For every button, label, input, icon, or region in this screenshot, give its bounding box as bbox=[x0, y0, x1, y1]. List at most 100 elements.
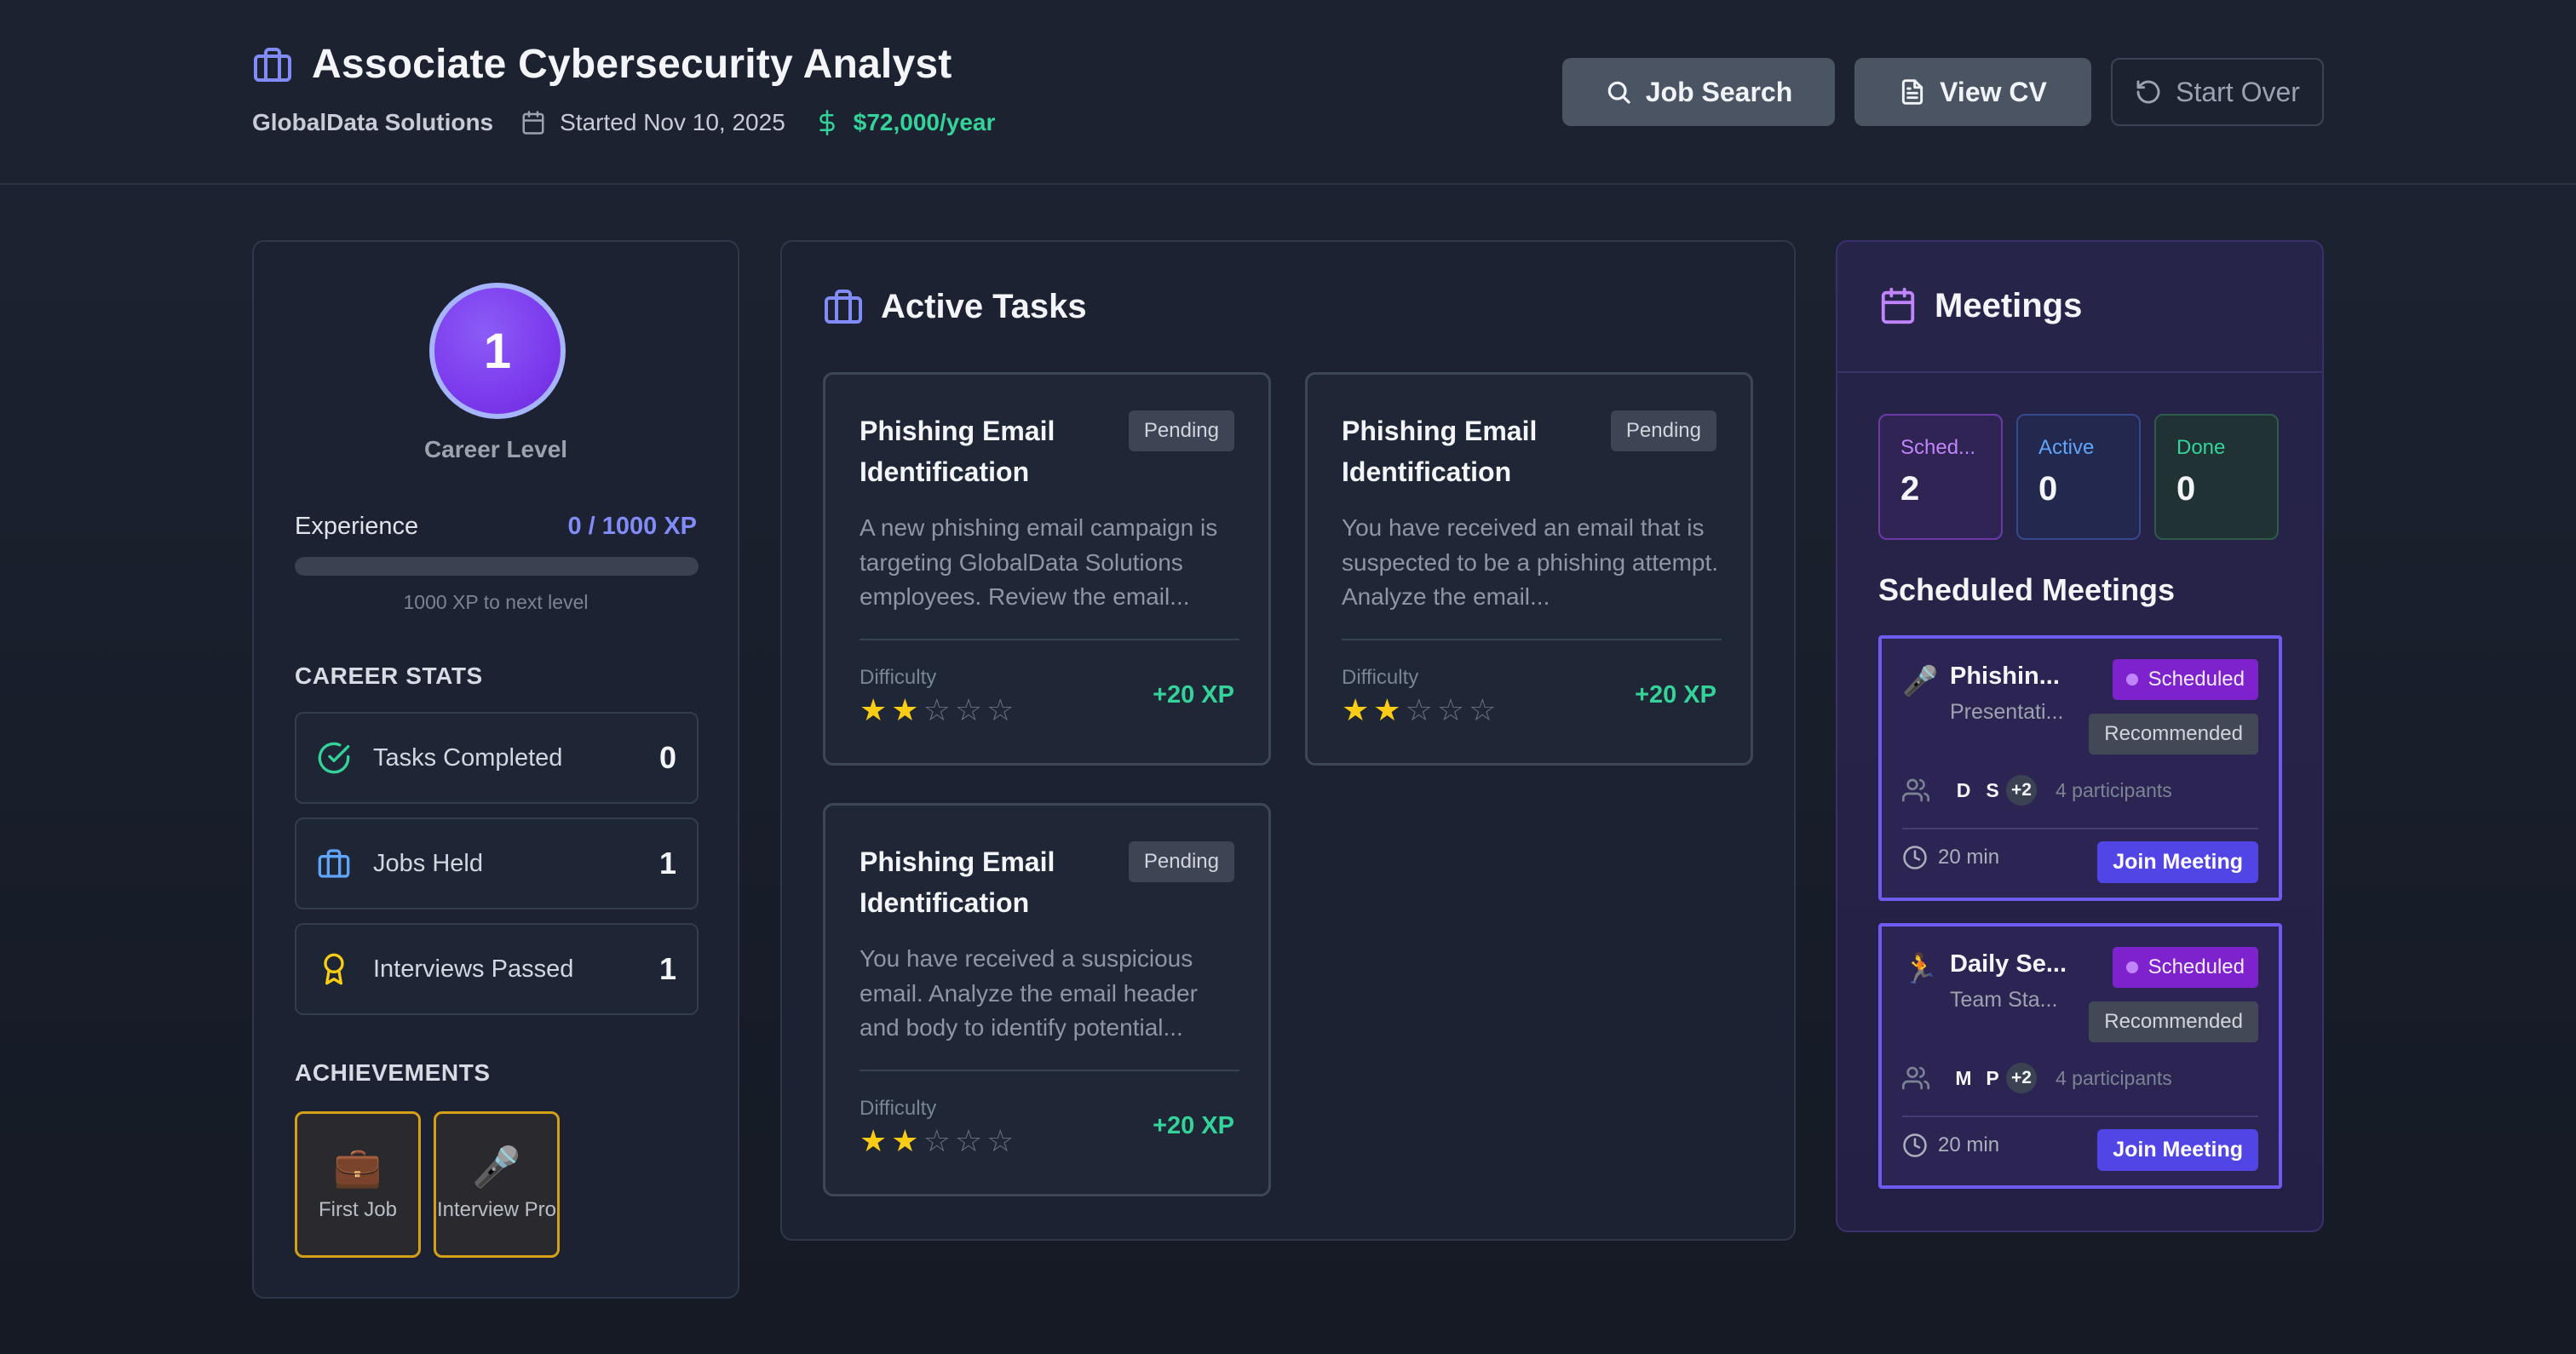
stat-label: Tasks Completed bbox=[373, 743, 563, 772]
task-description: A new phishing email campaign is targeti… bbox=[860, 514, 1218, 611]
difficulty-label: Difficulty bbox=[860, 1097, 937, 1120]
next-level-text: 1000 XP to next level bbox=[403, 591, 589, 613]
achievement-label: Interview Pro bbox=[436, 1197, 557, 1221]
avatar: S bbox=[1986, 778, 1999, 801]
divider bbox=[1902, 828, 2258, 829]
star-empty-icon: ☆ bbox=[1469, 692, 1497, 727]
stat-label: Jobs Held bbox=[373, 849, 483, 877]
briefcase-icon bbox=[825, 290, 862, 324]
view-cv-button[interactable]: View CV bbox=[1854, 58, 2091, 126]
briefcase-icon: 💼 bbox=[333, 1144, 382, 1189]
divider bbox=[1342, 639, 1722, 640]
running-icon: 🏃 bbox=[1902, 953, 1939, 985]
start-over-label: Start Over bbox=[2176, 76, 2300, 107]
search-icon bbox=[1607, 81, 1630, 104]
dollar-icon bbox=[819, 110, 835, 135]
stat-jobs-held: Jobs Held 1 bbox=[295, 818, 699, 909]
duration-label: 20 min bbox=[1938, 1133, 2000, 1156]
stat-value: 2 bbox=[1900, 470, 1920, 508]
job-search-button[interactable]: Job Search bbox=[1562, 58, 1835, 126]
meetings-panel: Meetings Sched... 2 Active 0 Done 0 Sche… bbox=[1836, 240, 2324, 1232]
stat-value: 0 bbox=[2038, 470, 2058, 508]
briefcase-icon bbox=[318, 849, 350, 878]
document-icon bbox=[1902, 79, 1923, 105]
participants-count: 4 participants bbox=[2056, 778, 2172, 801]
start-date: Started Nov 10, 2025 bbox=[560, 109, 785, 135]
job-search-label: Job Search bbox=[1645, 76, 1793, 107]
meeting-card[interactable]: 🏃 Daily Se... Team Sta... Scheduled Reco… bbox=[1878, 923, 2282, 1189]
avatar: P bbox=[1986, 1066, 1999, 1089]
star-empty-icon: ☆ bbox=[986, 1123, 1015, 1158]
experience-label: Experience bbox=[295, 513, 419, 540]
meetings-stat-scheduled: Sched... 2 bbox=[1878, 414, 2003, 540]
star-filled-icon: ★ bbox=[891, 692, 919, 727]
career-level-label: Career Level bbox=[423, 436, 568, 462]
task-title: Phishing Email Identification bbox=[860, 416, 1055, 487]
avatar-more: +2 bbox=[2006, 775, 2037, 806]
participants-row: D S +2 4 participants bbox=[1902, 775, 2172, 806]
active-tasks-heading: Active Tasks bbox=[881, 287, 1087, 325]
profile-panel: 1 Career Level Experience 0 / 1000 XP 10… bbox=[252, 240, 739, 1299]
task-card[interactable]: Phishing Email Identification Pending Yo… bbox=[1305, 372, 1753, 766]
microphone-icon: 🎤 bbox=[472, 1144, 521, 1189]
difficulty-stars: ★ ★ ☆ ☆ ☆ bbox=[860, 1126, 1018, 1156]
level-badge: 1 bbox=[429, 283, 566, 419]
task-description: You have received an email that is suspe… bbox=[1342, 514, 1719, 611]
view-cv-label: View CV bbox=[1940, 76, 2047, 107]
divider bbox=[1902, 1116, 2258, 1117]
achievements-heading: ACHIEVEMENTS bbox=[295, 1059, 491, 1086]
company-name: GlobalData Solutions bbox=[252, 109, 494, 135]
avatar: D bbox=[1956, 778, 1971, 801]
achievement-interview-pro[interactable]: 🎤 Interview Pro bbox=[434, 1111, 560, 1258]
meeting-duration: 20 min bbox=[1902, 1133, 1999, 1158]
join-meeting-button[interactable]: Join Meeting bbox=[2097, 1129, 2258, 1171]
stat-value: 0 bbox=[2176, 470, 2196, 508]
meetings-stat-active: Active 0 bbox=[2016, 414, 2141, 540]
status-label: Scheduled bbox=[2148, 668, 2245, 691]
star-filled-icon: ★ bbox=[1342, 692, 1370, 727]
recommended-badge: Recommended bbox=[2089, 714, 2258, 754]
task-card[interactable]: Phishing Email Identification Pending Yo… bbox=[823, 803, 1271, 1196]
app-header: Associate Cybersecurity Analyst GlobalDa… bbox=[0, 0, 2576, 185]
divider bbox=[860, 1070, 1239, 1071]
star-filled-icon: ★ bbox=[860, 1123, 888, 1158]
stat-value: 1 bbox=[658, 951, 676, 986]
achievement-first-job[interactable]: 💼 First Job bbox=[295, 1111, 421, 1258]
stat-label: Sched... bbox=[1900, 436, 1976, 459]
meeting-duration: 20 min bbox=[1902, 845, 1999, 870]
briefcase-icon bbox=[254, 47, 291, 82]
star-empty-icon: ☆ bbox=[923, 692, 951, 727]
meeting-subtitle: Presentati... bbox=[1950, 700, 2064, 724]
users-icon bbox=[1902, 778, 1929, 802]
star-empty-icon: ☆ bbox=[954, 1123, 983, 1158]
career-stats-heading: CAREER STATS bbox=[295, 663, 483, 689]
star-empty-icon: ☆ bbox=[923, 1123, 951, 1158]
calendar-icon bbox=[1881, 287, 1915, 324]
difficulty-label: Difficulty bbox=[1342, 666, 1419, 689]
clock-icon bbox=[1903, 1133, 1927, 1157]
task-xp: +20 XP bbox=[1635, 681, 1716, 709]
stat-label: Active bbox=[2038, 436, 2095, 459]
status-badge: Scheduled bbox=[2112, 659, 2258, 700]
join-meeting-button[interactable]: Join Meeting bbox=[2097, 841, 2258, 883]
start-over-button[interactable]: Start Over bbox=[2111, 58, 2324, 126]
achievement-label: First Job bbox=[318, 1197, 397, 1221]
page-title: Associate Cybersecurity Analyst bbox=[312, 42, 952, 87]
task-card[interactable]: Phishing Email Identification Pending A … bbox=[823, 372, 1271, 766]
status-badge: Pending bbox=[1610, 410, 1716, 451]
star-filled-icon: ★ bbox=[891, 1123, 919, 1158]
stat-value: 1 bbox=[658, 846, 676, 881]
status-badge: Pending bbox=[1128, 410, 1234, 451]
microphone-icon: 🎤 bbox=[1902, 665, 1939, 697]
calendar-icon bbox=[522, 111, 544, 135]
task-xp: +20 XP bbox=[1153, 681, 1234, 709]
task-title: Phishing Email Identification bbox=[860, 846, 1055, 918]
meeting-card[interactable]: 🎤 Phishin... Presentati... Scheduled Rec… bbox=[1878, 635, 2282, 901]
status-badge: Pending bbox=[1128, 841, 1234, 882]
star-filled-icon: ★ bbox=[1373, 692, 1401, 727]
star-empty-icon: ☆ bbox=[1405, 692, 1433, 727]
meetings-heading: Meetings bbox=[1935, 286, 2083, 324]
stat-label: Interviews Passed bbox=[373, 955, 574, 983]
stat-interviews-passed: Interviews Passed 1 bbox=[295, 923, 699, 1015]
avatar-more: +2 bbox=[2006, 1063, 2037, 1093]
